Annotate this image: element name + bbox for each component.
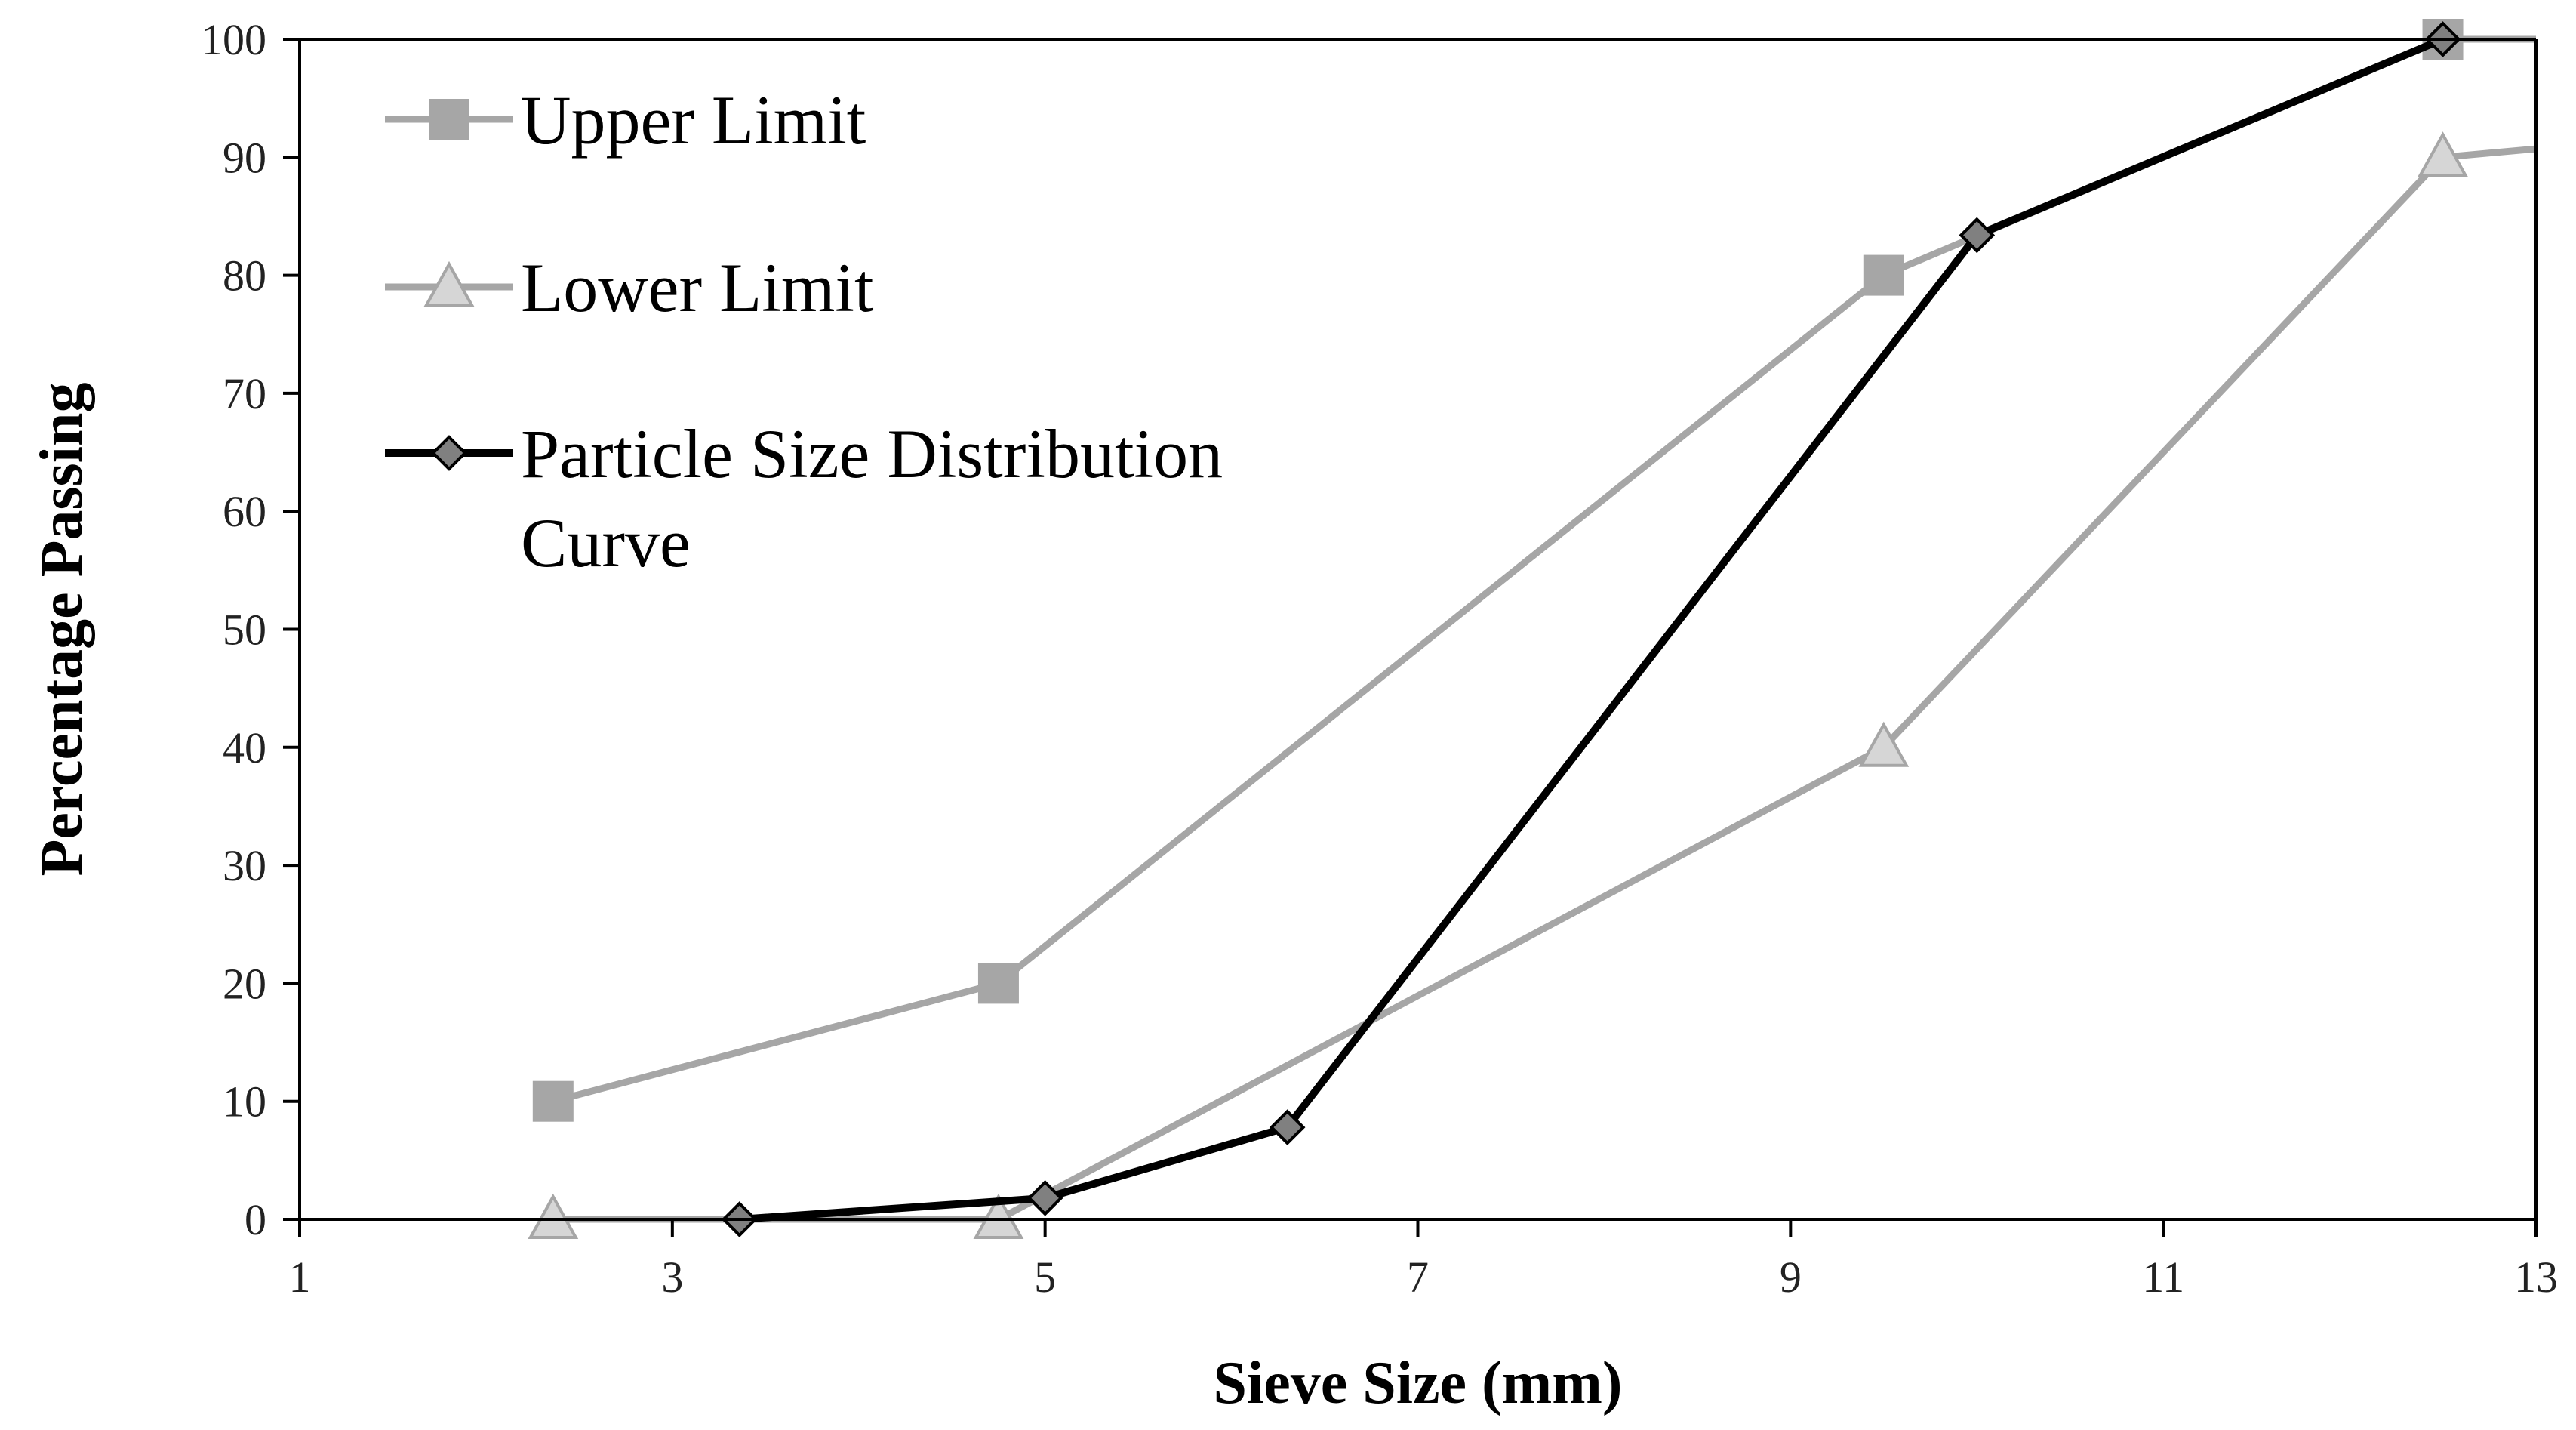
y-tick-label: 20 [223, 959, 266, 1008]
x-tick-label: 11 [2142, 1253, 2184, 1302]
y-tick-label: 80 [223, 251, 266, 300]
y-tick-label: 60 [223, 487, 266, 536]
data-point [2553, 19, 2576, 60]
x-axis-title: Sieve Size (mm) [1213, 1350, 1622, 1416]
data-point [1858, 721, 1910, 767]
data-point [532, 1080, 574, 1122]
y-tick-label: 0 [245, 1195, 266, 1244]
legend-label: Upper Limit [521, 82, 866, 159]
data-point [977, 963, 1019, 1004]
y-tick-label: 40 [223, 723, 266, 772]
data-point [528, 1193, 579, 1239]
x-tick-label: 13 [2514, 1253, 2558, 1302]
legend-label: Curve [521, 504, 691, 581]
data-point [1959, 217, 1996, 254]
legend-marker [429, 99, 469, 140]
data-point [973, 1193, 1024, 1239]
series-0 [532, 19, 2576, 1122]
legend-marker [423, 260, 475, 307]
series-layer [528, 19, 2576, 1239]
y-axis-title: Percentage Passing [29, 383, 95, 877]
y-tick-label: 10 [223, 1077, 266, 1126]
legend-label: Lower Limit [521, 249, 874, 326]
legend: Upper Limit Lower Limit Particle Size Dist… [385, 82, 1223, 581]
x-tick-label: 7 [1407, 1253, 1429, 1302]
series-line [552, 35, 2536, 1105]
y-tick-label: 70 [223, 369, 266, 418]
legend-item-2: Particle Size Distribution Curve [385, 415, 1223, 581]
data-point [2418, 131, 2468, 177]
legend-item-1: Lower Limit [385, 249, 874, 326]
data-point [1269, 1109, 1306, 1145]
legend-label: Particle Size Distribution [521, 415, 1223, 492]
y-tick-label: 50 [223, 606, 266, 655]
legend-item-0: Upper Limit [385, 82, 866, 159]
series-2 [721, 21, 2461, 1237]
data-point [1026, 1180, 1063, 1216]
legend-marker [431, 435, 467, 471]
x-tick-label: 9 [1780, 1253, 1802, 1302]
series-line [739, 35, 2445, 1223]
data-point [1863, 254, 1904, 296]
y-tick-label: 30 [223, 841, 266, 890]
x-tick-label: 3 [661, 1253, 683, 1302]
y-tick-label: 100 [201, 15, 266, 64]
x-tick-label: 5 [1034, 1253, 1056, 1302]
data-point [2550, 123, 2576, 164]
x-tick-label: 1 [289, 1253, 311, 1302]
y-tick-label: 90 [223, 133, 266, 182]
